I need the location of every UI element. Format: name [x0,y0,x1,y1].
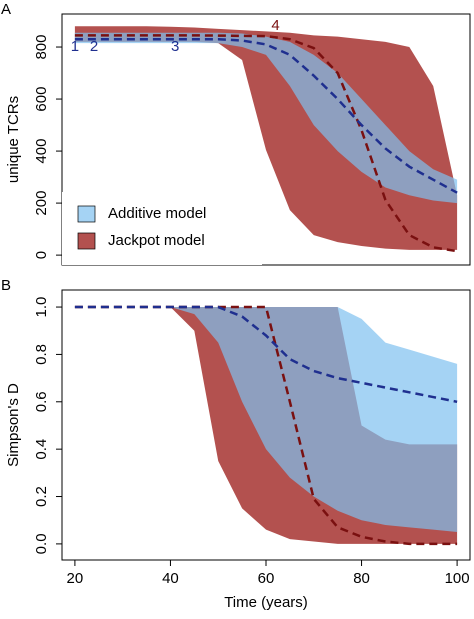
legend-swatch [77,205,96,223]
y-tick-label: 600 [33,87,50,112]
band-area [74,307,458,533]
y-tick-label: 0.8 [33,344,50,365]
y-tick-label: 0.2 [33,486,50,507]
legend-box [62,192,262,265]
x-tick-label: 60 [258,570,275,587]
legend-swatch [77,232,96,250]
y-tick-label: 0 [33,251,50,259]
legend-label: Jackpot model [108,232,205,249]
x-tick-label: 80 [353,570,370,587]
y-tick-label: 0.6 [33,391,50,412]
band-area [74,32,458,204]
y-tick-label: 0.4 [33,439,50,460]
annotation: 3 [171,38,179,55]
x-tick-label: 100 [445,570,470,587]
x-tick-label: 20 [67,570,84,587]
y-tick-label: 0.0 [33,533,50,554]
mean-line [74,305,458,404]
y-tick-label: 1.0 [33,297,50,318]
band-area [74,26,458,250]
x-axis-label: Time (years) [224,594,308,611]
annotation: 1 [71,38,79,55]
y-tick-label: 800 [33,35,50,60]
annotation: 2 [90,38,98,55]
panel-label: A [1,1,11,18]
x-tick-label: 40 [162,570,179,587]
panel-label: B [1,277,11,294]
y-tick-label: 200 [33,191,50,216]
mean-line [74,305,458,546]
y-axis-label: unique TCRs [5,96,22,183]
y-axis-label: Simpson's D [5,383,22,467]
plot-frame [61,13,471,266]
legend-label: Additive model [108,205,206,222]
annotation: 4 [271,17,279,34]
y-tick-label: 400 [33,139,50,164]
